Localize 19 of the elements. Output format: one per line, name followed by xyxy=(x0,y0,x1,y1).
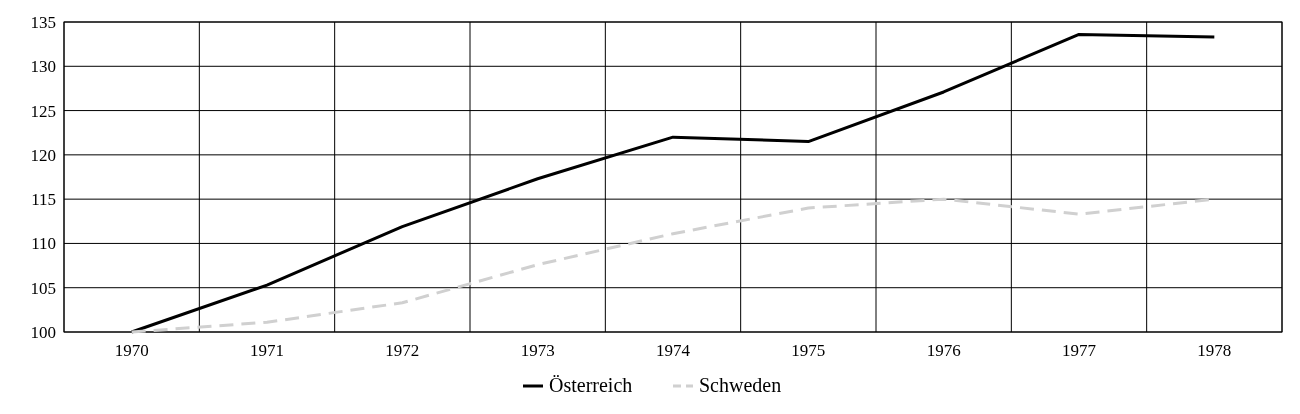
y-tick-label: 115 xyxy=(31,190,56,210)
x-tick-label: 1971 xyxy=(250,341,284,360)
x-tick-label: 1975 xyxy=(791,341,826,360)
x-tick-label: 1970 xyxy=(114,341,149,360)
legend-label: Schweden xyxy=(699,374,782,396)
y-tick-label: 125 xyxy=(30,101,56,121)
x-tick-label: 1976 xyxy=(926,341,961,360)
x-tick-label: 1978 xyxy=(1197,341,1232,360)
x-tick-label: 1973 xyxy=(520,341,555,360)
x-tick-label: 1972 xyxy=(385,341,420,360)
y-tick-label: 110 xyxy=(31,234,56,254)
y-tick-label: 120 xyxy=(30,145,56,165)
legend-label: Österreich xyxy=(549,374,633,396)
x-tick-label: 1977 xyxy=(1062,341,1097,360)
y-tick-label: 130 xyxy=(30,57,56,77)
y-tick-label: 105 xyxy=(30,278,56,298)
y-tick-label: 135 xyxy=(30,12,56,32)
y-tick-label: 100 xyxy=(30,322,56,342)
x-tick-label: 1974 xyxy=(656,341,691,360)
